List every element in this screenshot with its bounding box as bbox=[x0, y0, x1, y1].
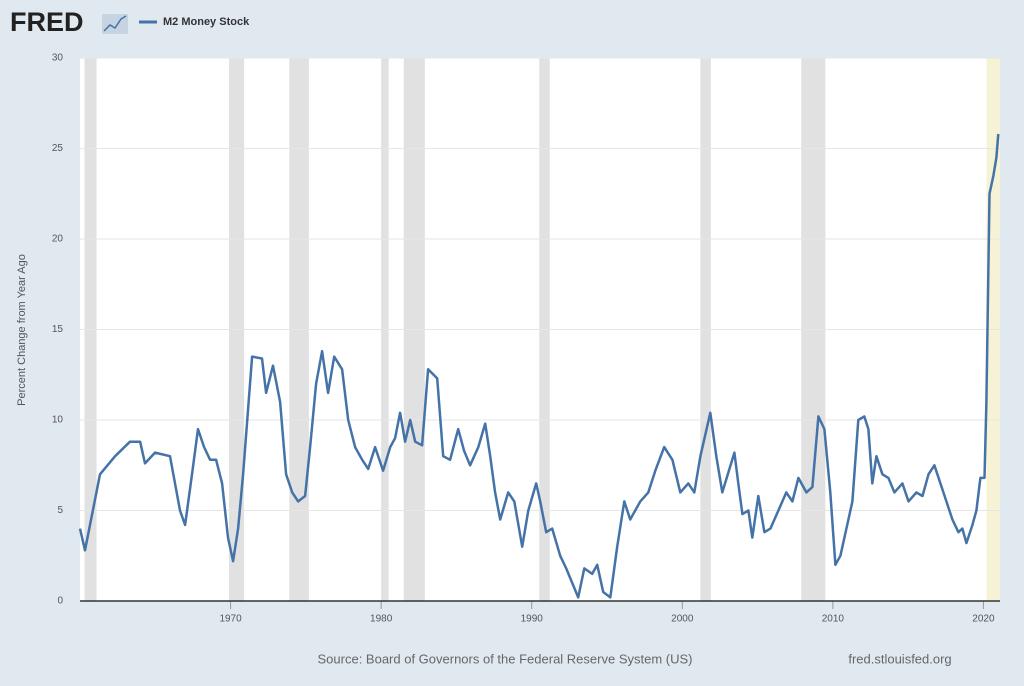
y-axis-label: Percent Change from Year Ago bbox=[16, 254, 28, 406]
x-tick-label: 1980 bbox=[370, 614, 393, 625]
legend-label: M2 Money Stock bbox=[163, 16, 250, 28]
y-tick-label: 20 bbox=[52, 234, 64, 245]
y-tick-label: 25 bbox=[52, 143, 64, 154]
x-tick-label: 2020 bbox=[972, 614, 995, 625]
y-tick-label: 15 bbox=[52, 324, 64, 335]
y-tick-label: 5 bbox=[57, 505, 63, 516]
y-tick-label: 30 bbox=[52, 53, 64, 64]
logo-icon bbox=[102, 14, 128, 34]
x-tick-label: 1990 bbox=[521, 614, 544, 625]
x-tick-label: 2000 bbox=[671, 614, 694, 625]
logo: FRED bbox=[10, 7, 84, 37]
y-tick-label: 0 bbox=[57, 596, 63, 607]
x-tick-label: 1970 bbox=[219, 614, 242, 625]
series-line bbox=[78, 133, 1000, 599]
site: fred.stlouisfed.org bbox=[848, 651, 951, 666]
x-tick-label: 2010 bbox=[822, 614, 845, 625]
y-tick-label: 10 bbox=[52, 415, 64, 426]
source: Source: Board of Governors of the Federa… bbox=[318, 651, 693, 666]
